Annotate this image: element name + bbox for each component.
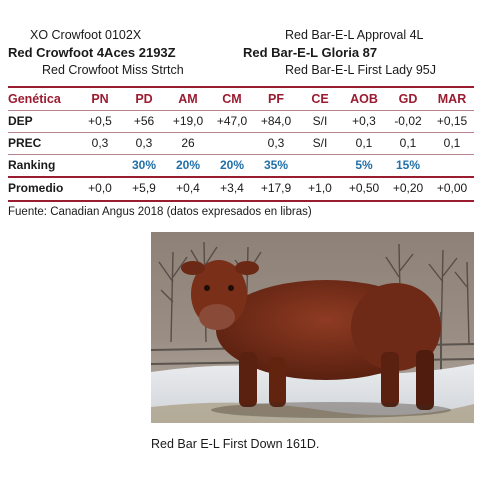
col-header: AOB [350,92,378,106]
bull-photo [151,232,474,423]
col-header: CE [311,92,329,106]
col-header: PD [135,92,153,106]
table-cell: +3,4 [220,181,244,195]
table-cell: +0,50 [348,181,380,195]
table-cell [298,154,342,176]
table-cell: 15% [395,158,421,172]
row-label: DEP [8,114,33,128]
table-cell: 0,1 [399,136,417,150]
table-cell: +84,0 [260,114,292,128]
source-footnote: Fuente: Canadian Angus 2018 (datos expre… [8,206,312,218]
table-cell: 0,3 [91,136,109,150]
table-cell: +47,0 [216,114,248,128]
table-cell: +0,20 [392,181,424,195]
table-cell: 0,3 [267,136,285,150]
pedigree-dam-dam: Red Bar-E-L First Lady 95J [285,63,436,77]
row-label: Ranking [8,158,56,172]
table-cell: +0,00 [436,181,468,195]
table-cell: 30% [131,158,157,172]
table-cell [430,154,474,176]
promedio-top-rule [8,176,474,178]
col-header: PN [91,92,109,106]
col-header: PF [268,92,284,106]
table-cell: S/I [312,114,328,128]
pedigree-dam-sire: Red Bar-E-L Approval 4L [285,28,424,42]
col-header: GD [398,92,418,106]
table-cell [78,154,122,176]
pedigree-sire-sire: XO Crowfoot 0102X [30,28,142,42]
table-cell: -0,02 [394,114,422,128]
bull-illustration [151,232,474,423]
table-cell [210,132,254,154]
table-header-row: Genética PN PD AM CM PF CE AOB GD MAR [8,88,474,110]
table-cell: 5% [355,158,373,172]
col-header: AM [178,92,198,106]
table-cell: +0,15 [436,114,468,128]
table-cell: +5,9 [132,181,156,195]
pedigree-dam: Red Bar-E-L Gloria 87 [243,45,378,60]
col-header: CM [222,92,242,106]
table-cell: 0,1 [355,136,373,150]
col-header: MAR [437,92,467,106]
table-cell: 20% [175,158,201,172]
table-row-dep: DEP +0,5 +56 +19,0 +47,0 +84,0 S/I +0,3 … [8,110,474,132]
table-cell: +1,0 [308,181,332,195]
table-cell: +0,5 [88,114,112,128]
table-cell: +17,9 [260,181,292,195]
header-label: Genética [8,92,61,106]
table-row-prec: PREC 0,3 0,3 26 0,3 S/I 0,1 0,1 0,1 [8,132,474,154]
photo-caption: Red Bar E-L First Down 161D. [151,437,320,451]
table-cell: +19,0 [172,114,204,128]
row-label: PREC [8,136,42,150]
dep-table: Genética PN PD AM CM PF CE AOB GD MAR DE… [8,88,474,200]
header-divider [8,110,474,111]
row-divider-2 [8,154,474,155]
table-row-ranking: Ranking 30% 20% 20% 35% 5% 15% [8,154,474,176]
table-cell: 20% [219,158,245,172]
pedigree-sire: Red Crowfoot 4Aces 2193Z [8,45,176,60]
pedigree-sire-dam: Red Crowfoot Miss Strtch [42,63,184,77]
table-cell: +56 [133,114,155,128]
row-label: Promedio [8,181,64,195]
table-cell: +0,3 [352,114,376,128]
table-cell: 0,3 [135,136,153,150]
table-cell: 0,1 [443,136,461,150]
table-cell: +0,0 [88,181,112,195]
table-bottom-rule [8,200,474,202]
row-divider-1 [8,132,474,133]
table-cell: +0,4 [176,181,200,195]
table-cell: 35% [263,158,289,172]
table-cell: 26 [181,136,195,150]
table-top-rule [8,86,474,88]
table-row-promedio: Promedio +0,0 +5,9 +0,4 +3,4 +17,9 +1,0 … [8,176,474,200]
table-cell: S/I [312,136,328,150]
